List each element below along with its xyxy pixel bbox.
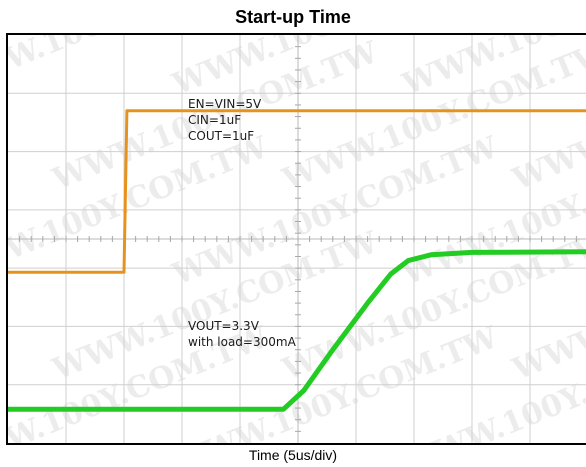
scope-plot-area: WWW.100Y.COM.TW WWW.100Y.COM.TW WWW.100Y.C…: [6, 33, 586, 445]
trace-vout: [8, 249, 586, 412]
annotation-vout-line-1: VOUT=3.3V: [188, 319, 259, 333]
chart-title: Start-up Time: [235, 7, 351, 27]
x-axis-label: Time (5us/div): [248, 447, 338, 463]
scope-svg: WWW.100Y.COM.TWWWW.100Y.COM.TWWWW.100Y.C…: [8, 35, 586, 443]
annotation-en: EN=VIN=5V CIN=1uF COUT=1uF: [188, 96, 261, 144]
trace-en: [8, 109, 586, 274]
grid-layer: [8, 35, 586, 443]
annotation-vout: VOUT=3.3V with load=300mA: [188, 318, 296, 350]
annotation-en-line-1: EN=VIN=5V: [188, 97, 262, 111]
annotation-en-line-2: CIN=1uF: [188, 113, 242, 127]
annotation-vout-line-2: with load=300mA: [188, 335, 296, 349]
annotation-en-line-3: COUT=1uF: [188, 129, 255, 143]
trace-layer: [8, 109, 586, 412]
